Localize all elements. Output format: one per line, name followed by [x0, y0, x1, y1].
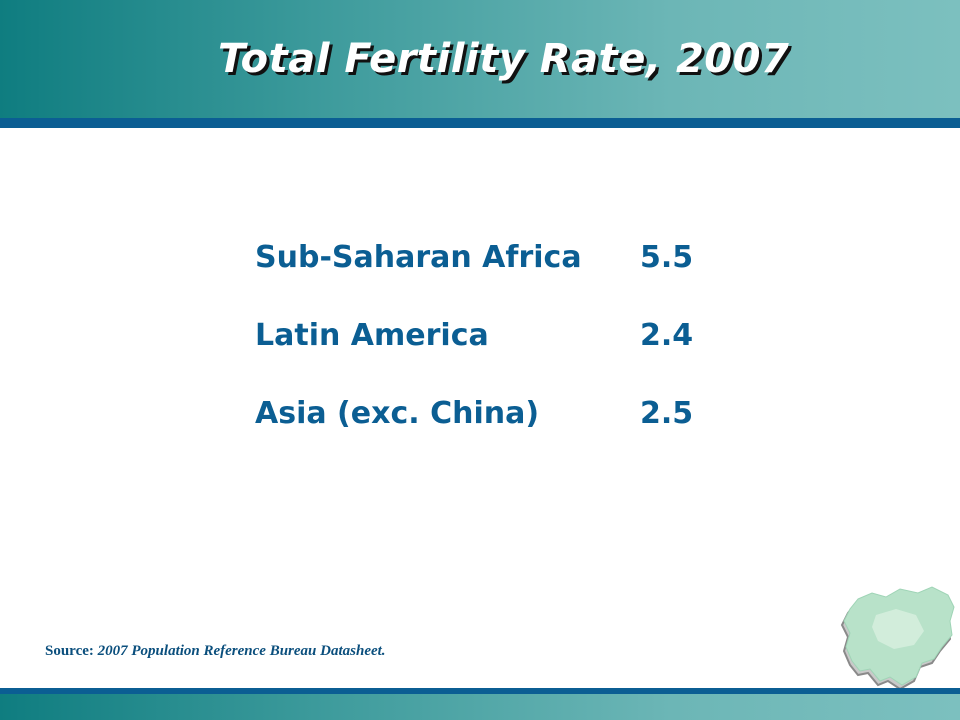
rate-value: 5.5 — [640, 240, 694, 275]
region-label: Sub-Saharan Africa — [255, 240, 582, 275]
table-row: Latin America 2.4 — [255, 318, 693, 396]
table-row: Sub-Saharan Africa 5.5 — [255, 240, 693, 318]
source-note: Source: 2007 Population Reference Bureau… — [45, 643, 386, 660]
region-label: Latin America — [255, 318, 489, 353]
nigeria-map-icon — [840, 586, 955, 691]
table-row: Asia (exc. China) 2.5 — [255, 396, 693, 474]
footer-rule — [0, 688, 960, 694]
rate-value: 2.4 — [640, 318, 694, 353]
slide-title: Total Fertility Rate, 2007 — [218, 36, 790, 82]
header-bar — [0, 0, 960, 118]
header-rule — [0, 118, 960, 128]
region-label: Asia (exc. China) — [255, 396, 540, 431]
fertility-table: Sub-Saharan Africa 5.5 Latin America 2.4… — [255, 240, 693, 474]
source-text: 2007 Population Reference Bureau Datashe… — [97, 643, 386, 659]
rate-value: 2.5 — [640, 396, 694, 431]
source-label: Source: — [45, 643, 94, 659]
